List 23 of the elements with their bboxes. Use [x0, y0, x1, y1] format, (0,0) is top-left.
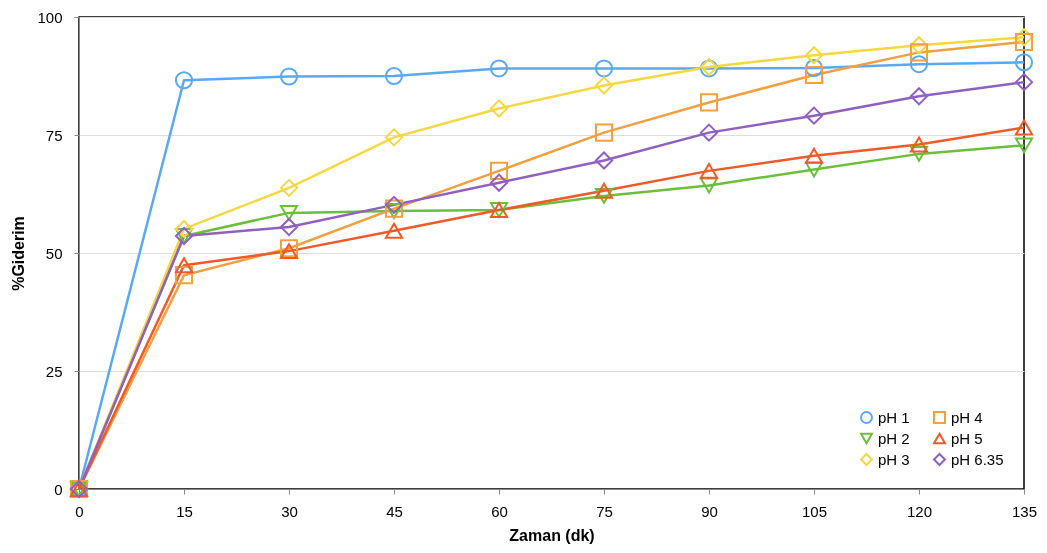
legend-label: pH 1	[878, 408, 910, 426]
x-tick-label: 15	[176, 502, 193, 520]
x-tick-label: 135	[1011, 502, 1038, 520]
legend-label: pH 5	[951, 429, 983, 447]
x-tick-label: 90	[701, 502, 718, 520]
y-tick-label: 100	[37, 8, 63, 26]
y-axis-title: %Giderim	[10, 216, 28, 291]
legend-label: pH 6.35	[951, 450, 1004, 468]
legend-label: pH 4	[951, 408, 983, 426]
y-tick-label: 75	[45, 126, 63, 144]
x-axis-title: Zaman (dk)	[509, 526, 595, 544]
x-tick-label: 60	[491, 502, 508, 520]
y-tick-label: 0	[54, 480, 63, 498]
x-tick-label: 30	[281, 502, 298, 520]
x-tick-label: 0	[75, 502, 84, 520]
x-tick-label: 105	[801, 502, 828, 520]
legend-label: pH 3	[878, 450, 910, 468]
x-tick-label: 75	[596, 502, 613, 520]
y-tick-label: 25	[45, 362, 63, 380]
x-tick-label: 120	[906, 502, 933, 520]
y-tick-label: 50	[45, 244, 63, 262]
x-tick-label: 45	[386, 502, 403, 520]
legend-label: pH 2	[878, 429, 910, 447]
